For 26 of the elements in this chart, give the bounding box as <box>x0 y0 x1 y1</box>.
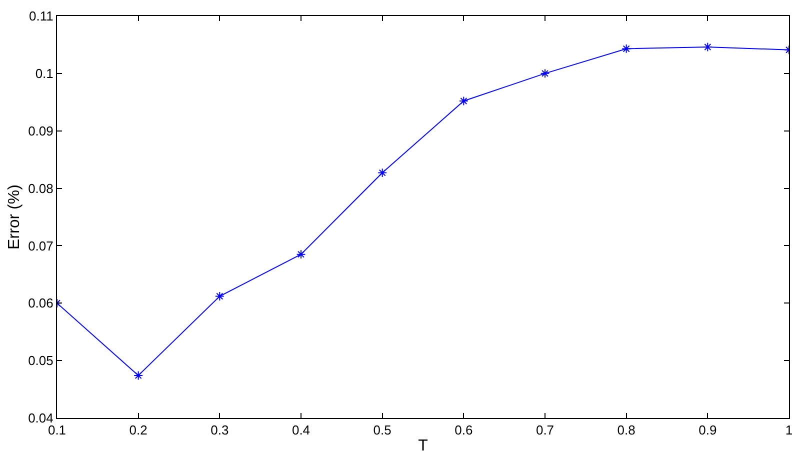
x-tick-label: 0.2 <box>129 422 148 438</box>
x-tick-label: 1 <box>785 422 793 438</box>
point <box>702 42 712 52</box>
y-axis-title: Error (%) <box>6 184 23 250</box>
point <box>622 44 632 54</box>
x-tick-label: 0.4 <box>292 422 310 438</box>
point <box>540 68 550 78</box>
point <box>378 168 388 178</box>
x-tick-label: 0.9 <box>698 422 717 438</box>
point <box>458 96 468 106</box>
x-tick-label: 0.8 <box>617 422 636 438</box>
y-tick-label: 0.05 <box>28 353 54 368</box>
x-axis-title: T <box>418 437 428 454</box>
y-tick-label: 0.06 <box>28 296 54 311</box>
y-tick-label: 0.07 <box>28 238 54 254</box>
y-tick-label: 0.1 <box>35 66 54 81</box>
x-tick-label: 0.7 <box>536 422 554 438</box>
x-tick-label: 0.5 <box>373 422 392 438</box>
point <box>296 250 306 260</box>
x-tick-label: 0.6 <box>454 422 473 438</box>
y-tick-label: 0.08 <box>28 180 54 196</box>
point <box>134 370 144 380</box>
y-tick-label: 0.11 <box>29 8 54 24</box>
point <box>214 292 224 301</box>
x-tick-label: 0.3 <box>210 422 229 438</box>
y-tick-label: 0.09 <box>28 123 54 138</box>
